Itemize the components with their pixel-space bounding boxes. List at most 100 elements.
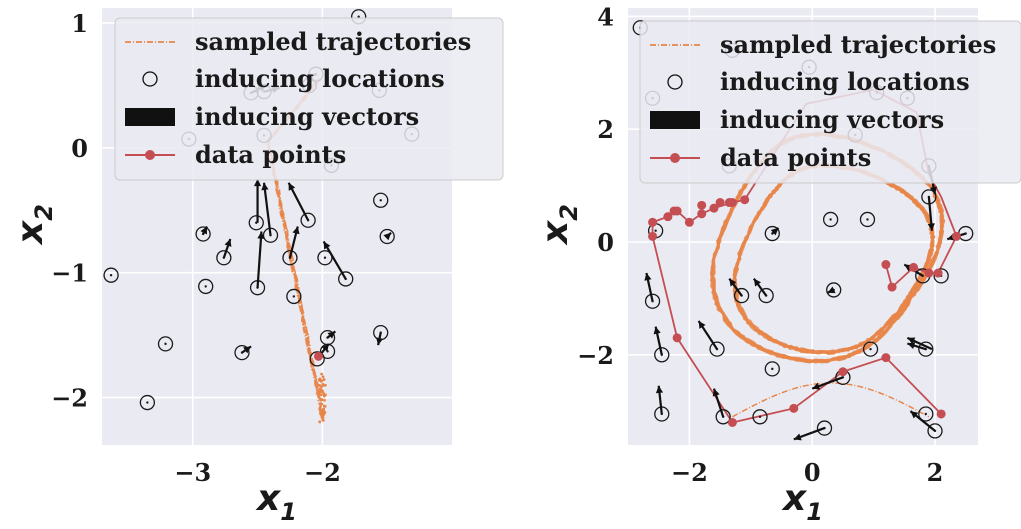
inducing-location-marker <box>286 288 302 305</box>
trajectory-point <box>321 375 325 379</box>
y-axis-label-subscript: 2 <box>555 204 583 221</box>
inducing-location-marker <box>139 394 156 411</box>
inducing-vector-head <box>827 286 836 294</box>
trajectory-point <box>321 383 325 387</box>
x-axis-label: x1 <box>781 478 823 526</box>
legend-label: inducing vectors <box>195 102 419 131</box>
data-point <box>933 268 943 278</box>
legend-label: data points <box>720 143 871 172</box>
legend: sampled trajectories inducing locations in… <box>639 20 1021 184</box>
trajectory-point <box>320 388 324 392</box>
trajectory-point <box>319 402 323 406</box>
y-axis-label: x2 <box>535 204 583 246</box>
inducing-vector-head <box>288 182 296 191</box>
data-point <box>313 351 323 361</box>
inducing-location-marker <box>927 423 943 439</box>
trajectory-point <box>320 372 324 376</box>
data-point <box>909 262 919 272</box>
y-axis-label: x2 <box>10 204 58 246</box>
inducing-location-marker <box>157 336 174 352</box>
inducing-location-center <box>323 256 327 259</box>
inducing-vector-head <box>644 273 652 281</box>
inducing-vector-head <box>812 382 821 390</box>
inducing-vector-head <box>243 346 252 354</box>
legend-handle-inducing-vectors <box>125 108 175 126</box>
x-tick-label: 0 <box>804 458 821 487</box>
inducing-location-marker <box>216 250 232 266</box>
inducing-location-center <box>146 401 149 404</box>
inducing-location-marker <box>300 212 316 228</box>
inducing-vector-head <box>224 238 232 247</box>
y-axis-label-subscript: 2 <box>30 204 58 221</box>
y-tick-label: −2 <box>51 384 88 413</box>
trajectory-point <box>320 408 324 412</box>
data-point <box>727 417 737 427</box>
data-point <box>887 282 897 292</box>
data-point <box>715 198 725 208</box>
x-axis-label: x1 <box>255 478 297 526</box>
trajectory-point <box>318 420 322 424</box>
trajectory-point <box>322 392 326 395</box>
trajectory-point <box>319 393 323 397</box>
inducing-vector-head <box>655 385 664 394</box>
inducing-location-center <box>357 15 360 18</box>
inducing-location-marker <box>933 268 949 284</box>
trajectory-point <box>323 398 326 402</box>
y-tick-label: 0 <box>597 228 614 257</box>
data-point <box>648 217 658 227</box>
trajectory-point <box>320 397 324 401</box>
inducing-location-marker <box>103 267 119 283</box>
x-tick-label: 2 <box>927 458 944 487</box>
inducing-location-marker <box>338 271 354 287</box>
data-point <box>648 231 658 241</box>
legend-label: sampled trajectories <box>720 30 996 59</box>
data-point <box>709 203 719 213</box>
inducing-location-center <box>654 229 657 232</box>
inducing-vector-head <box>257 231 265 239</box>
data-point <box>881 260 891 270</box>
inducing-vector-head <box>770 227 779 236</box>
legend-label: inducing vectors <box>720 105 944 134</box>
inducing-location-center <box>771 367 774 371</box>
inducing-location-center <box>829 218 832 221</box>
inducing-location-marker <box>918 406 934 422</box>
y-tick-label: 2 <box>597 115 614 144</box>
inducing-vector-shaft <box>322 240 347 280</box>
inducing-location-marker <box>764 361 780 377</box>
legend: sampled trajectories inducing locations in… <box>114 17 504 181</box>
inducing-location-marker <box>309 351 325 367</box>
trajectory-point <box>324 383 327 387</box>
inducing-location-center <box>924 412 928 416</box>
inducing-location-marker <box>715 409 731 425</box>
trajectory-point <box>322 394 326 398</box>
y-tick-label: 4 <box>597 2 614 31</box>
inducing-location-marker <box>758 287 774 304</box>
trajectory-point <box>320 410 323 414</box>
data-point <box>684 217 694 227</box>
legend-handle-inducing-locations <box>142 71 158 87</box>
inducing-location-marker <box>709 341 725 357</box>
x-tick-label: −2 <box>671 458 708 487</box>
data-point <box>672 206 682 216</box>
legend-box <box>639 20 1021 184</box>
inducing-vector-head <box>383 232 392 241</box>
inducing-vector-head <box>653 326 661 335</box>
trajectory-point <box>322 404 326 408</box>
inducing-location-marker <box>826 282 842 298</box>
inducing-vector-head <box>910 411 919 419</box>
inducing-location-center <box>109 273 113 277</box>
inducing-location-marker <box>752 409 768 425</box>
legend-handle-inducing-vectors <box>650 111 700 129</box>
inducing-vector-head <box>321 343 329 352</box>
inducing-location-center <box>866 218 869 221</box>
inducing-vector-shaft <box>256 231 263 288</box>
data-point <box>924 268 934 278</box>
inducing-location-marker <box>654 347 670 363</box>
data-point <box>727 198 737 208</box>
legend-box <box>114 17 504 181</box>
data-point <box>838 367 848 377</box>
x-axis-label-subscript: 1 <box>806 498 823 526</box>
